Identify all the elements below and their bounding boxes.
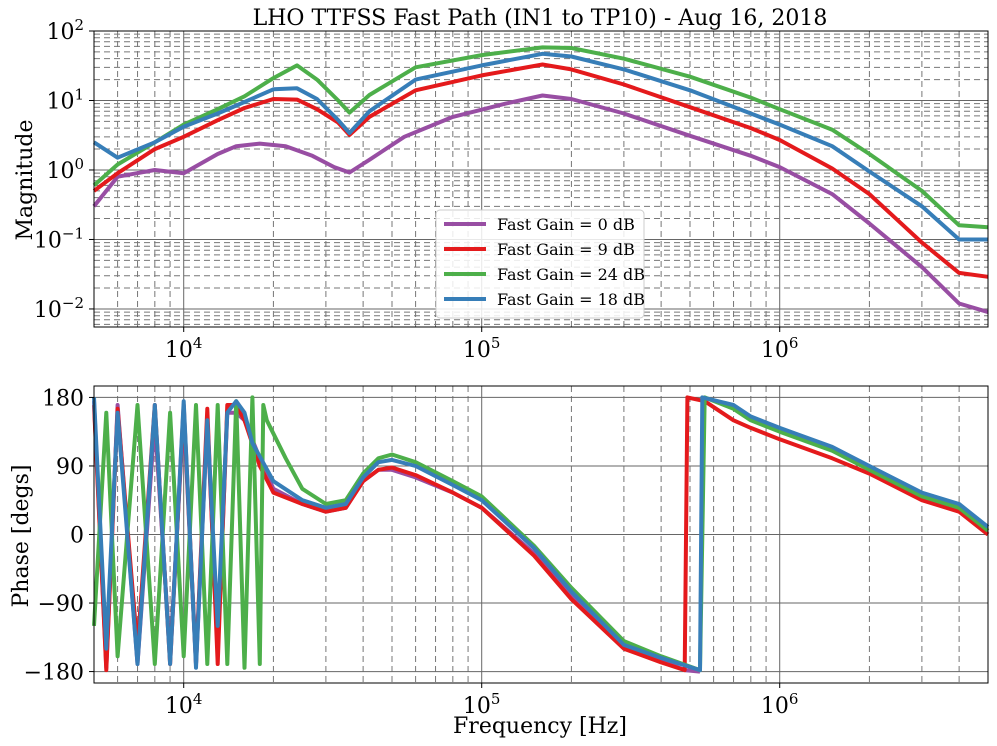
y-tick-label: 101: [46, 85, 84, 114]
x-tick-label: 104: [165, 690, 203, 719]
series-line: [92, 395, 990, 673]
legend: Fast Gain = 0 dB Fast Gain = 9 dB Fast Gai…: [435, 209, 645, 319]
x-tick-label: 105: [463, 690, 501, 719]
y-tick-label: −90: [38, 592, 84, 617]
phase-series: [92, 395, 990, 674]
phase-y-ticks: −180 −90 0 90 180: [24, 386, 94, 686]
magnitude-series: [92, 45, 989, 315]
magnitude-plot-frame: [93, 30, 989, 328]
y-tick-label: −180: [24, 661, 84, 686]
x-tick-label: 104: [165, 334, 203, 363]
magnitude-y-ticks: 10−2 10−1 100 101 102: [34, 16, 94, 323]
series-line: [92, 45, 989, 230]
series-line: [92, 93, 989, 315]
x-tick-label: 106: [761, 690, 799, 719]
phase-grid: [93, 386, 989, 683]
series-line: [92, 395, 990, 673]
y-tick-label: 90: [56, 455, 84, 480]
legend-label: Fast Gain = 9 dB: [497, 240, 635, 259]
phase-xlabel: Frequency [Hz]: [453, 714, 627, 739]
series-line: [92, 51, 988, 242]
series-line: [92, 62, 989, 279]
y-tick-label: 100: [46, 155, 84, 184]
magnitude-title: LHO TTFSS Fast Path (IN1 to TP10) - Aug …: [253, 6, 828, 31]
legend-entries: Fast Gain = 0 dB Fast Gain = 9 dB Fast Gai…: [444, 215, 645, 309]
x-tick-label: 106: [761, 334, 799, 363]
legend-label: Fast Gain = 24 dB: [497, 265, 645, 284]
x-tick-label: 105: [463, 334, 501, 363]
y-tick-label: 10−2: [34, 294, 84, 323]
legend-label: Fast Gain = 18 dB: [497, 290, 645, 309]
legend-label: Fast Gain = 0 dB: [497, 215, 635, 234]
magnitude-x-ticks: 104 105 106: [165, 327, 799, 363]
y-tick-label: 102: [46, 16, 84, 45]
y-tick-label: 180: [42, 386, 84, 411]
y-tick-label: 10−1: [34, 224, 84, 253]
y-tick-label: 0: [70, 524, 84, 549]
legend-box: [435, 209, 645, 319]
phase-x-ticks: 104 105 106: [165, 683, 799, 719]
phase-ylabel: Phase [degs]: [9, 464, 34, 607]
magnitude-ylabel: Magnitude: [13, 119, 38, 240]
